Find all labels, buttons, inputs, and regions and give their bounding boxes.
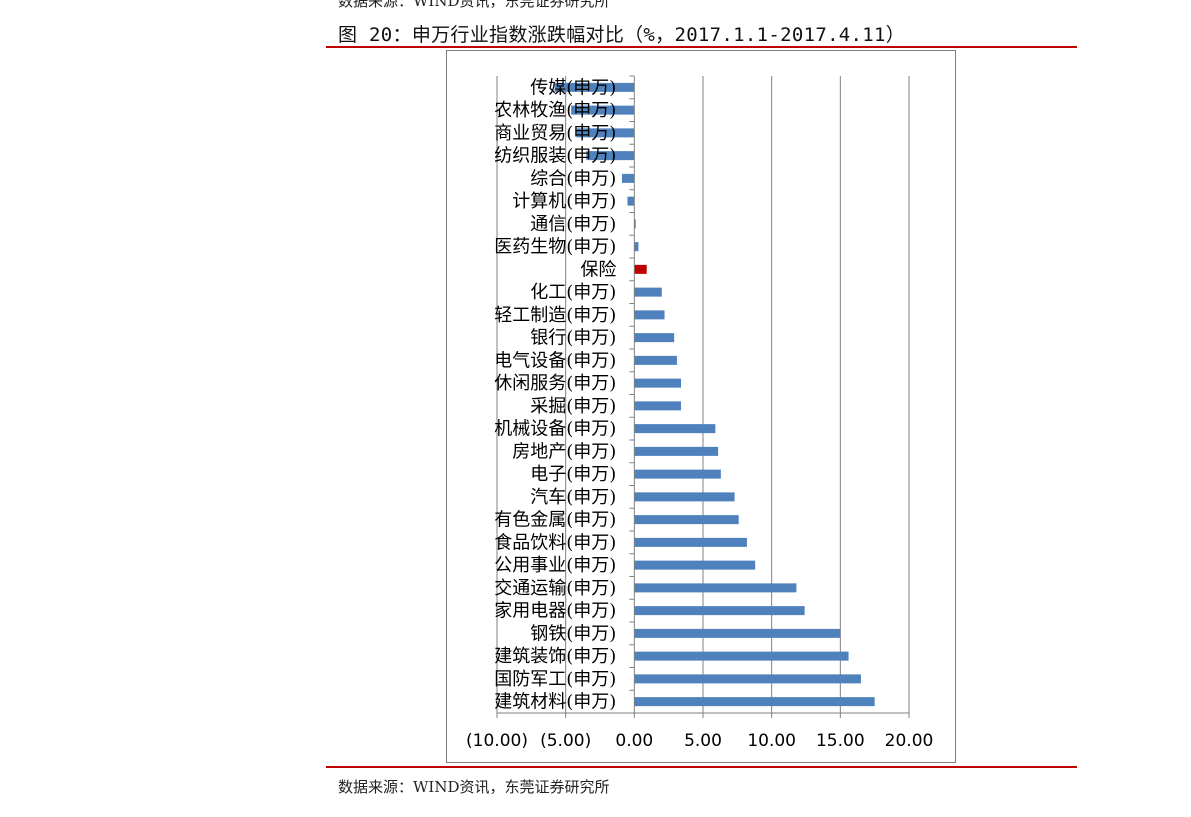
- category-label: 建筑装饰(申万): [494, 646, 616, 667]
- category-label: 电子(申万): [530, 464, 616, 485]
- figure-title: 图 20：申万行业指数涨跌幅对比（%，2017.1.1-2017.4.11）: [338, 24, 906, 46]
- bar: [634, 606, 805, 616]
- category-label: 化工(申万): [530, 282, 616, 303]
- category-label: 家用电器(申万): [494, 601, 616, 622]
- category-label: 商业贸易(申万): [494, 123, 616, 144]
- bar-chart: (10.00) (5.00) 0.00 5.00 10.00 15.00 20.00 传媒(申…: [466, 75, 933, 751]
- bar: [634, 628, 841, 638]
- category-label: 纺织服装(申万): [494, 146, 616, 167]
- bar: [634, 515, 739, 525]
- category-label: 房地产(申万): [512, 441, 616, 462]
- bar: [634, 583, 797, 593]
- bar: [634, 219, 636, 229]
- bar: [634, 242, 639, 252]
- bottom-source-note: 数据来源：WIND资讯，东莞证券研究所: [338, 778, 610, 796]
- bar: [634, 697, 875, 707]
- category-label: 保险: [580, 259, 616, 280]
- bar: [634, 264, 647, 274]
- bar: [634, 651, 849, 661]
- category-label: 综合(申万): [530, 168, 616, 189]
- bar: [634, 492, 735, 502]
- category-label: 休闲服务(申万): [494, 373, 616, 394]
- bar: [627, 196, 635, 206]
- category-label: 医药生物(申万): [494, 237, 616, 258]
- category-label: 电气设备(申万): [494, 350, 616, 371]
- bar: [621, 173, 635, 183]
- label-layer: (10.00) (5.00) 0.00 5.00 10.00 15.00 20.00 传媒(申…: [466, 77, 933, 751]
- category-label: 轻工制造(申万): [494, 305, 616, 326]
- category-label: 银行(申万): [530, 328, 616, 349]
- x-tick-label: 10.00: [747, 731, 796, 751]
- chart-frame: (10.00) (5.00) 0.00 5.00 10.00 15.00 20.00 传媒(申…: [446, 50, 956, 763]
- bar: [634, 355, 677, 365]
- bar: [634, 424, 716, 434]
- x-tick-label: (5.00): [540, 731, 591, 751]
- category-label: 机械设备(申万): [494, 419, 616, 440]
- category-label: 国防军工(申万): [494, 669, 616, 690]
- x-tick-label: 5.00: [684, 731, 722, 751]
- x-tick-label: (10.00): [466, 731, 528, 751]
- top-source-note: 数据来源：WIND资讯，东莞证券研究所: [338, 0, 610, 10]
- bar-layer: [554, 82, 875, 707]
- category-label: 传媒(申万): [530, 77, 616, 98]
- category-label: 食品饮料(申万): [494, 532, 616, 553]
- category-label: 通信(申万): [530, 214, 616, 235]
- bar: [554, 82, 635, 92]
- bar: [571, 105, 635, 115]
- top-divider: [326, 46, 1077, 48]
- bar: [634, 446, 719, 456]
- category-label: 公用事业(申万): [494, 555, 616, 576]
- bottom-divider: [326, 766, 1077, 768]
- category-label: 农林牧渔(申万): [494, 100, 616, 121]
- category-label: 建筑材料(申万): [494, 692, 616, 713]
- bar: [634, 674, 861, 684]
- bar: [634, 401, 682, 411]
- axis-layer: [496, 75, 910, 718]
- bar: [634, 560, 756, 570]
- bar: [634, 310, 665, 320]
- grid-layer: [496, 76, 910, 713]
- category-label: 交通运输(申万): [494, 578, 616, 599]
- bar: [634, 287, 662, 297]
- bar: [586, 151, 635, 161]
- bar: [634, 333, 675, 343]
- bar: [634, 469, 721, 479]
- bar: [634, 378, 682, 388]
- category-label: 采掘(申万): [530, 396, 616, 417]
- x-tick-label: 20.00: [885, 731, 934, 751]
- x-tick-label: 15.00: [816, 731, 865, 751]
- category-label: 钢铁(申万): [530, 623, 616, 644]
- x-tick-label: 0.00: [615, 731, 653, 751]
- category-label: 计算机(申万): [512, 191, 616, 212]
- bar: [576, 128, 635, 138]
- bar: [634, 537, 747, 547]
- category-label: 有色金属(申万): [494, 510, 616, 531]
- category-label: 汽车(申万): [530, 487, 616, 508]
